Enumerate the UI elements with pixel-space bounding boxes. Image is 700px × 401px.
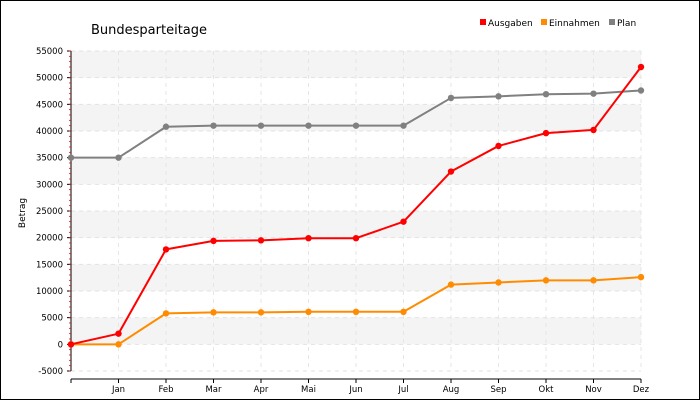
series-points [67,63,645,348]
data-point-plan [495,93,502,100]
data-point-einnahmen [305,308,312,315]
data-point-ausgaben [352,235,360,242]
data-point-plan [352,122,360,129]
legend: Ausgaben Einnahmen Plan [480,19,636,29]
data-point-einnahmen [590,277,597,284]
y-tick-label: 30000 [36,180,63,190]
data-point-einnahmen [637,273,645,281]
data-point-ausgaben [115,330,122,337]
x-tick-label: Dez [633,385,650,395]
data-point-einnahmen [115,341,122,348]
x-tick-label: Jan [111,385,125,395]
data-point-einnahmen [447,281,455,288]
data-point-plan [210,122,217,129]
grid-band [71,51,641,78]
data-point-einnahmen [495,279,502,286]
x-tick-label: Mai [301,385,316,395]
x-tick-label: Nov [585,385,602,395]
data-point-plan [67,154,75,161]
data-point-einnahmen [352,308,360,315]
data-point-einnahmen [257,309,265,316]
x-axis-ticks: Jan Feb Mar Apr Mai Jun Jul Aug Sep Okt Nov Dez [70,379,650,395]
x-tick-label: Aug [443,385,460,395]
x-tick-label: Sep [490,385,506,395]
data-point-ausgaben [305,235,312,242]
y-tick-label: 0 [58,340,63,350]
data-point-plan [542,91,550,98]
y-tick-label: -5000 [38,367,63,377]
x-tick-label: Okt [539,385,555,395]
y-tick-label: 5000 [41,314,63,324]
data-point-ausgaben [590,126,597,134]
data-point-ausgaben [257,237,265,244]
data-point-ausgaben [542,129,550,137]
y-tick-label: 25000 [36,207,63,217]
data-point-einnahmen [210,309,217,316]
x-tick-label: Apr [254,385,269,395]
legend-marker-plan [609,19,615,25]
legend-marker-ausgaben [480,19,486,25]
legend-label-ausgaben: Ausgaben [488,19,533,29]
legend-marker-einnahmen [541,19,547,25]
legend-label-plan: Plan [617,19,636,29]
data-point-einnahmen [400,308,407,315]
data-point-plan [447,94,455,102]
x-tick-label: Feb [158,385,173,395]
x-tick-label: Mar [205,385,222,395]
data-point-ausgaben [210,237,217,245]
y-tick-label: 55000 [36,47,63,57]
grid-band [71,211,641,238]
data-point-plan [162,123,170,130]
data-point-plan [400,122,407,129]
y-tick-label: 50000 [36,74,63,84]
y-tick-label: 45000 [36,100,63,110]
data-point-ausgaben [67,341,75,348]
x-tick-label: Jun [348,385,362,395]
y-axis-ticks: -5000 0 5000 10000 15000 20000 25000 30000 35000… [36,47,71,377]
data-point-plan [257,122,265,129]
data-point-plan [637,87,645,94]
y-tick-label: 15000 [36,260,63,270]
chart-title: Bundesparteitage [91,23,207,38]
y-tick-label: 40000 [36,127,63,137]
data-point-einnahmen [542,277,550,284]
data-point-ausgaben [162,246,170,253]
data-point-plan [115,154,122,161]
y-tick-label: 35000 [36,154,63,164]
data-point-ausgaben [637,63,645,71]
data-point-ausgaben [400,218,407,225]
data-point-einnahmen [162,310,170,317]
data-point-ausgaben [447,168,455,175]
data-point-ausgaben [495,142,502,150]
y-axis-label: Betrag [18,198,28,228]
data-point-plan [590,90,597,97]
data-point-plan [305,122,312,129]
y-tick-label: 20000 [36,234,63,244]
legend-label-einnahmen: Einnahmen [549,19,600,29]
y-tick-label: 10000 [36,287,63,297]
x-tick-label: Jul [397,385,408,395]
